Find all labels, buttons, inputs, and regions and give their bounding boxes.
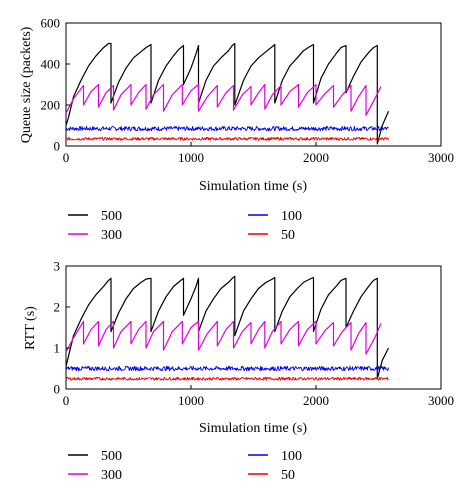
legend-label-100: 100 (281, 449, 302, 464)
y-tick-label: 600 (41, 16, 61, 31)
plot-frame (65, 265, 442, 390)
legend: 500 300 100 50 (68, 449, 302, 483)
legend-label-500: 500 (101, 209, 122, 224)
y-tick-label: 2 (54, 300, 61, 315)
series-line-500 (65, 275, 390, 380)
queue-size-chart: 0 1000 2000 3000 0 200 400 600 Simulation time … (19, 16, 454, 244)
x-tick-label: 0 (63, 150, 70, 165)
series-lines (65, 42, 390, 145)
plot-frame (65, 22, 442, 147)
x-tick-label: 2000 (303, 150, 329, 165)
legend: 500 300 100 50 (68, 209, 302, 243)
x-tick-label: 0 (63, 393, 70, 408)
x-tick-label: 3000 (428, 150, 454, 165)
x-axis-label: Simulation time (s) (199, 421, 307, 436)
series-line-500 (65, 42, 390, 145)
series-line-50 (65, 376, 389, 381)
x-tick-label: 2000 (303, 393, 329, 408)
legend-label-300: 300 (101, 228, 122, 243)
y-tick-label: 0 (54, 382, 61, 397)
legend-label-50: 50 (281, 228, 295, 243)
x-tick-label: 1000 (178, 150, 204, 165)
legend-label-50: 50 (281, 468, 295, 483)
legend-label-500: 500 (101, 449, 122, 464)
x-tick-label: 3000 (428, 393, 454, 408)
legend-label-100: 100 (281, 209, 302, 224)
y-tick-label: 1 (54, 341, 61, 356)
series-line-50 (65, 136, 389, 141)
series-line-100 (65, 125, 389, 132)
series-line-100 (65, 365, 389, 372)
axis-ticks: 0 1000 2000 3000 0 1 2 3 (54, 259, 455, 409)
y-tick-label: 3 (54, 259, 61, 274)
series-line-300 (65, 320, 382, 355)
series-line-300 (65, 83, 382, 116)
axis-ticks: 0 1000 2000 3000 0 200 400 600 (41, 16, 455, 166)
legend-label-300: 300 (101, 468, 122, 483)
y-axis-label: RTT (s) (23, 306, 38, 350)
series-lines (65, 275, 390, 381)
rtt-chart: 0 1000 2000 3000 0 1 2 3 Simulation time (s) RT… (23, 259, 454, 484)
x-tick-label: 1000 (178, 393, 204, 408)
y-tick-label: 200 (41, 98, 61, 113)
y-axis-label: Queue size (packets) (19, 26, 34, 143)
x-axis-label: Simulation time (s) (199, 179, 307, 194)
y-tick-label: 0 (54, 139, 61, 154)
y-tick-label: 400 (41, 57, 61, 72)
